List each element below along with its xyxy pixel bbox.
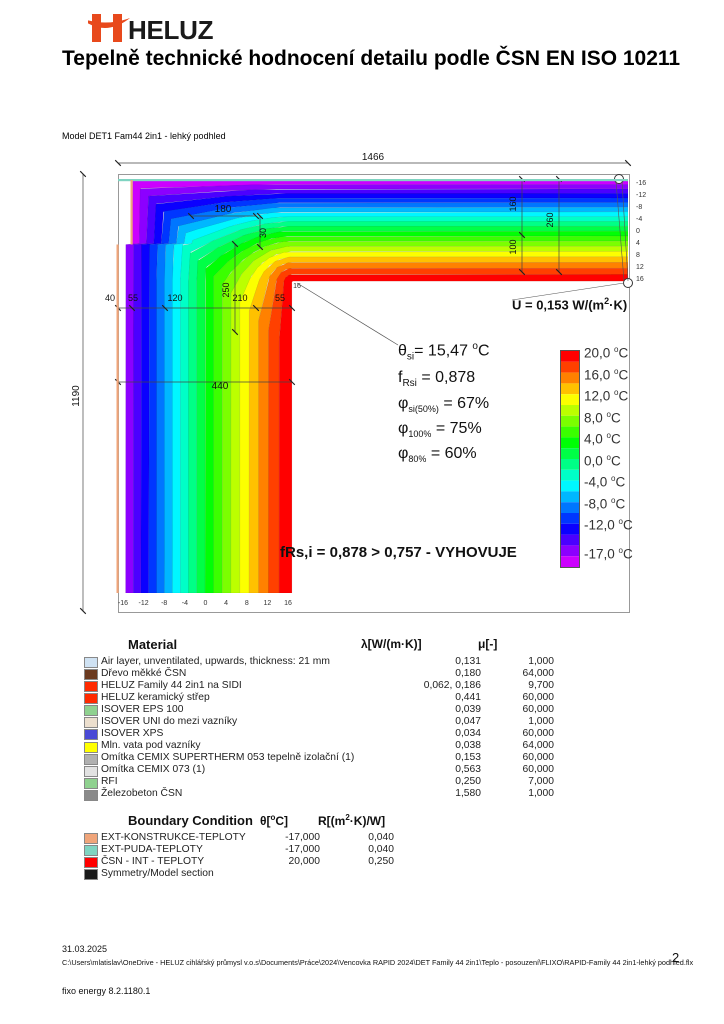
svg-text:260: 260 [545,212,555,227]
svg-text:0: 0 [204,600,208,607]
svg-text:250: 250 [221,282,231,297]
svg-text:-16: -16 [636,180,646,187]
svg-text:-12: -12 [636,192,646,199]
svg-text:440: 440 [212,381,229,392]
svg-text:8: 8 [245,600,249,607]
svg-text:160: 160 [508,196,518,211]
svg-text:-4: -4 [636,216,642,223]
svg-text:16: 16 [284,600,292,607]
svg-text:55: 55 [275,293,285,303]
svg-text:16: 16 [293,283,301,290]
svg-text:40: 40 [105,293,115,303]
svg-text:100: 100 [508,239,518,254]
svg-text:55: 55 [128,293,138,303]
svg-text:30: 30 [258,228,268,238]
svg-text:12: 12 [636,264,644,271]
svg-text:120: 120 [167,293,182,303]
svg-text:1190: 1190 [71,385,82,407]
svg-text:4: 4 [224,600,228,607]
svg-text:210: 210 [232,293,247,303]
svg-text:12: 12 [264,600,272,607]
svg-text:8: 8 [636,252,640,259]
svg-text:0: 0 [636,228,640,235]
svg-text:4: 4 [636,240,640,247]
svg-text:-8: -8 [636,204,642,211]
svg-text:-8: -8 [161,600,167,607]
svg-text:180: 180 [215,204,232,215]
svg-text:16: 16 [636,276,644,283]
svg-text:1466: 1466 [362,152,385,163]
svg-text:-16: -16 [118,600,128,607]
svg-text:-12: -12 [139,600,149,607]
svg-text:-4: -4 [182,600,188,607]
